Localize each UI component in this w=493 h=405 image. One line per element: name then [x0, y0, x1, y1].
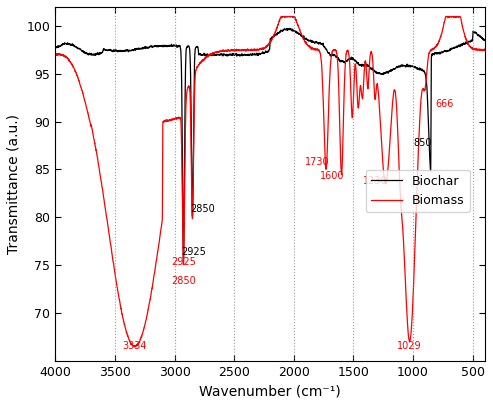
Biomass	[216, 49, 222, 53]
Biomass	[52, 52, 58, 57]
Legend: Biochar, Biomass: Biochar, Biomass	[366, 170, 470, 212]
Biochar	[130, 47, 136, 52]
Y-axis label: Transmittance (a.u.): Transmittance (a.u.)	[7, 114, 21, 254]
Biochar	[180, 256, 186, 261]
Text: 2925: 2925	[171, 257, 196, 267]
Biochar	[373, 70, 379, 75]
Biochar	[332, 52, 338, 57]
Text: 1600: 1600	[320, 171, 345, 181]
Text: 2850: 2850	[171, 276, 196, 286]
Text: 2850: 2850	[190, 205, 215, 215]
Text: 1029: 1029	[397, 341, 422, 351]
Text: 3334: 3334	[122, 341, 147, 351]
Biomass	[482, 47, 488, 52]
Biomass	[373, 92, 379, 97]
Biomass	[130, 344, 136, 349]
Biochar	[310, 39, 316, 44]
Text: 850: 850	[414, 138, 432, 147]
Text: 2925: 2925	[181, 247, 206, 258]
Line: Biomass: Biomass	[55, 17, 485, 347]
Biomass	[332, 47, 338, 52]
Text: 1230: 1230	[363, 176, 388, 186]
Biochar	[406, 63, 412, 68]
Biochar	[284, 26, 290, 31]
Text: 666: 666	[435, 99, 454, 109]
Biomass	[132, 344, 138, 349]
Biomass	[406, 334, 412, 339]
Biomass	[278, 14, 284, 19]
Biomass	[310, 46, 316, 51]
Line: Biochar: Biochar	[55, 28, 485, 258]
X-axis label: Wavenumber (cm⁻¹): Wavenumber (cm⁻¹)	[199, 384, 341, 398]
Biochar	[216, 53, 222, 58]
Biochar	[482, 37, 488, 42]
Text: 1730: 1730	[305, 157, 330, 167]
Biochar	[52, 44, 58, 49]
